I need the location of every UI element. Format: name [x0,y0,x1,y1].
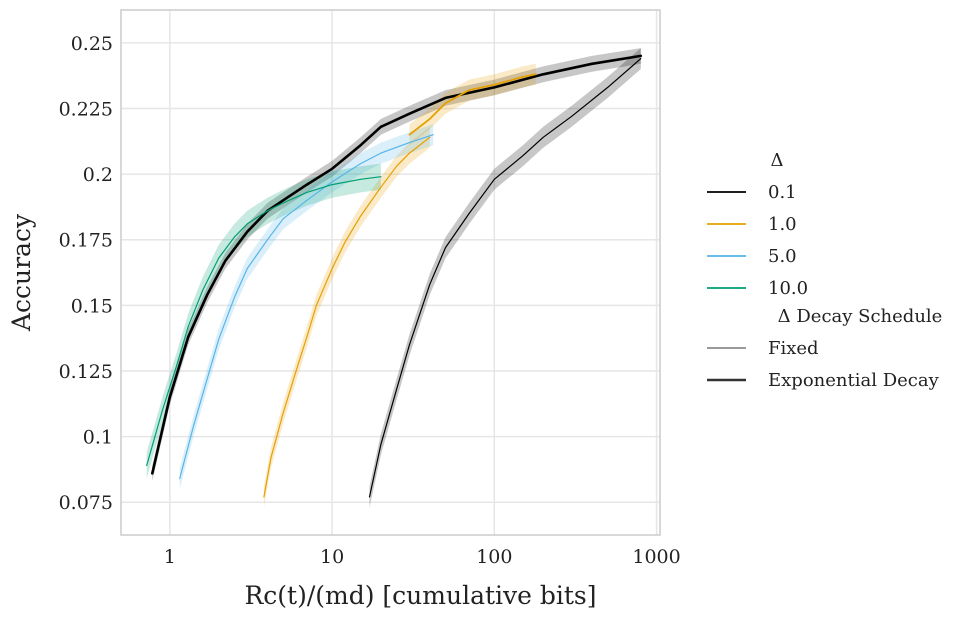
series-line [151,54,643,475]
y-tick-label: 0.15 [71,295,113,317]
y-tick-label: 0.075 [59,492,113,514]
series-line [368,58,642,498]
y-tick-label: 0.225 [59,98,113,120]
x-tick-label: 1 [164,546,176,568]
legend-entry-label: 10.0 [768,278,808,299]
plot-frame [120,9,661,536]
series-line [263,136,431,498]
series-band [146,163,381,479]
x-tick-label: 1000 [632,546,680,568]
y-axis-label: Accuracy [7,213,36,332]
y-tick-label: 0.2 [83,164,113,186]
series-line [146,176,382,466]
legend-entry-label: 1.0 [768,214,797,235]
y-tick-label: 0.125 [59,361,113,383]
y-tick-label: 0.25 [71,33,113,55]
legend: Δ Δ Decay Schedule 0.1 1.0 5.0 10.0 Fixed Ex… [707,150,942,391]
legend-entry-label: Fixed [768,338,819,359]
grid [121,10,660,535]
y-tick-label: 0.1 [83,427,113,449]
legend-style-entries: Fixed Exponential Decay [707,338,940,391]
series-lines [146,54,643,498]
legend-style-title: Δ Decay Schedule [778,306,943,327]
confidence-bands [146,48,641,508]
series-line [408,73,537,136]
legend-entry-label: Exponential Decay [768,370,940,391]
x-axis-label: Rc(t)/(md) [cumulative bits] [244,581,596,610]
legend-hue-entries: 0.1 1.0 5.0 10.0 [707,182,808,299]
legend-hue-title: Δ [771,150,784,171]
x-tick-label: 100 [476,546,512,568]
x-tick-label: 10 [320,546,344,568]
legend-entry-label: 0.1 [768,182,797,203]
y-tick-label: 0.175 [59,230,113,252]
tick-labels: 1 10 100 1000 0.075 0.1 0.125 0.15 0.175 0.2 0.225… [59,33,681,568]
series-line [179,134,434,480]
legend-entry-label: 5.0 [768,246,797,267]
